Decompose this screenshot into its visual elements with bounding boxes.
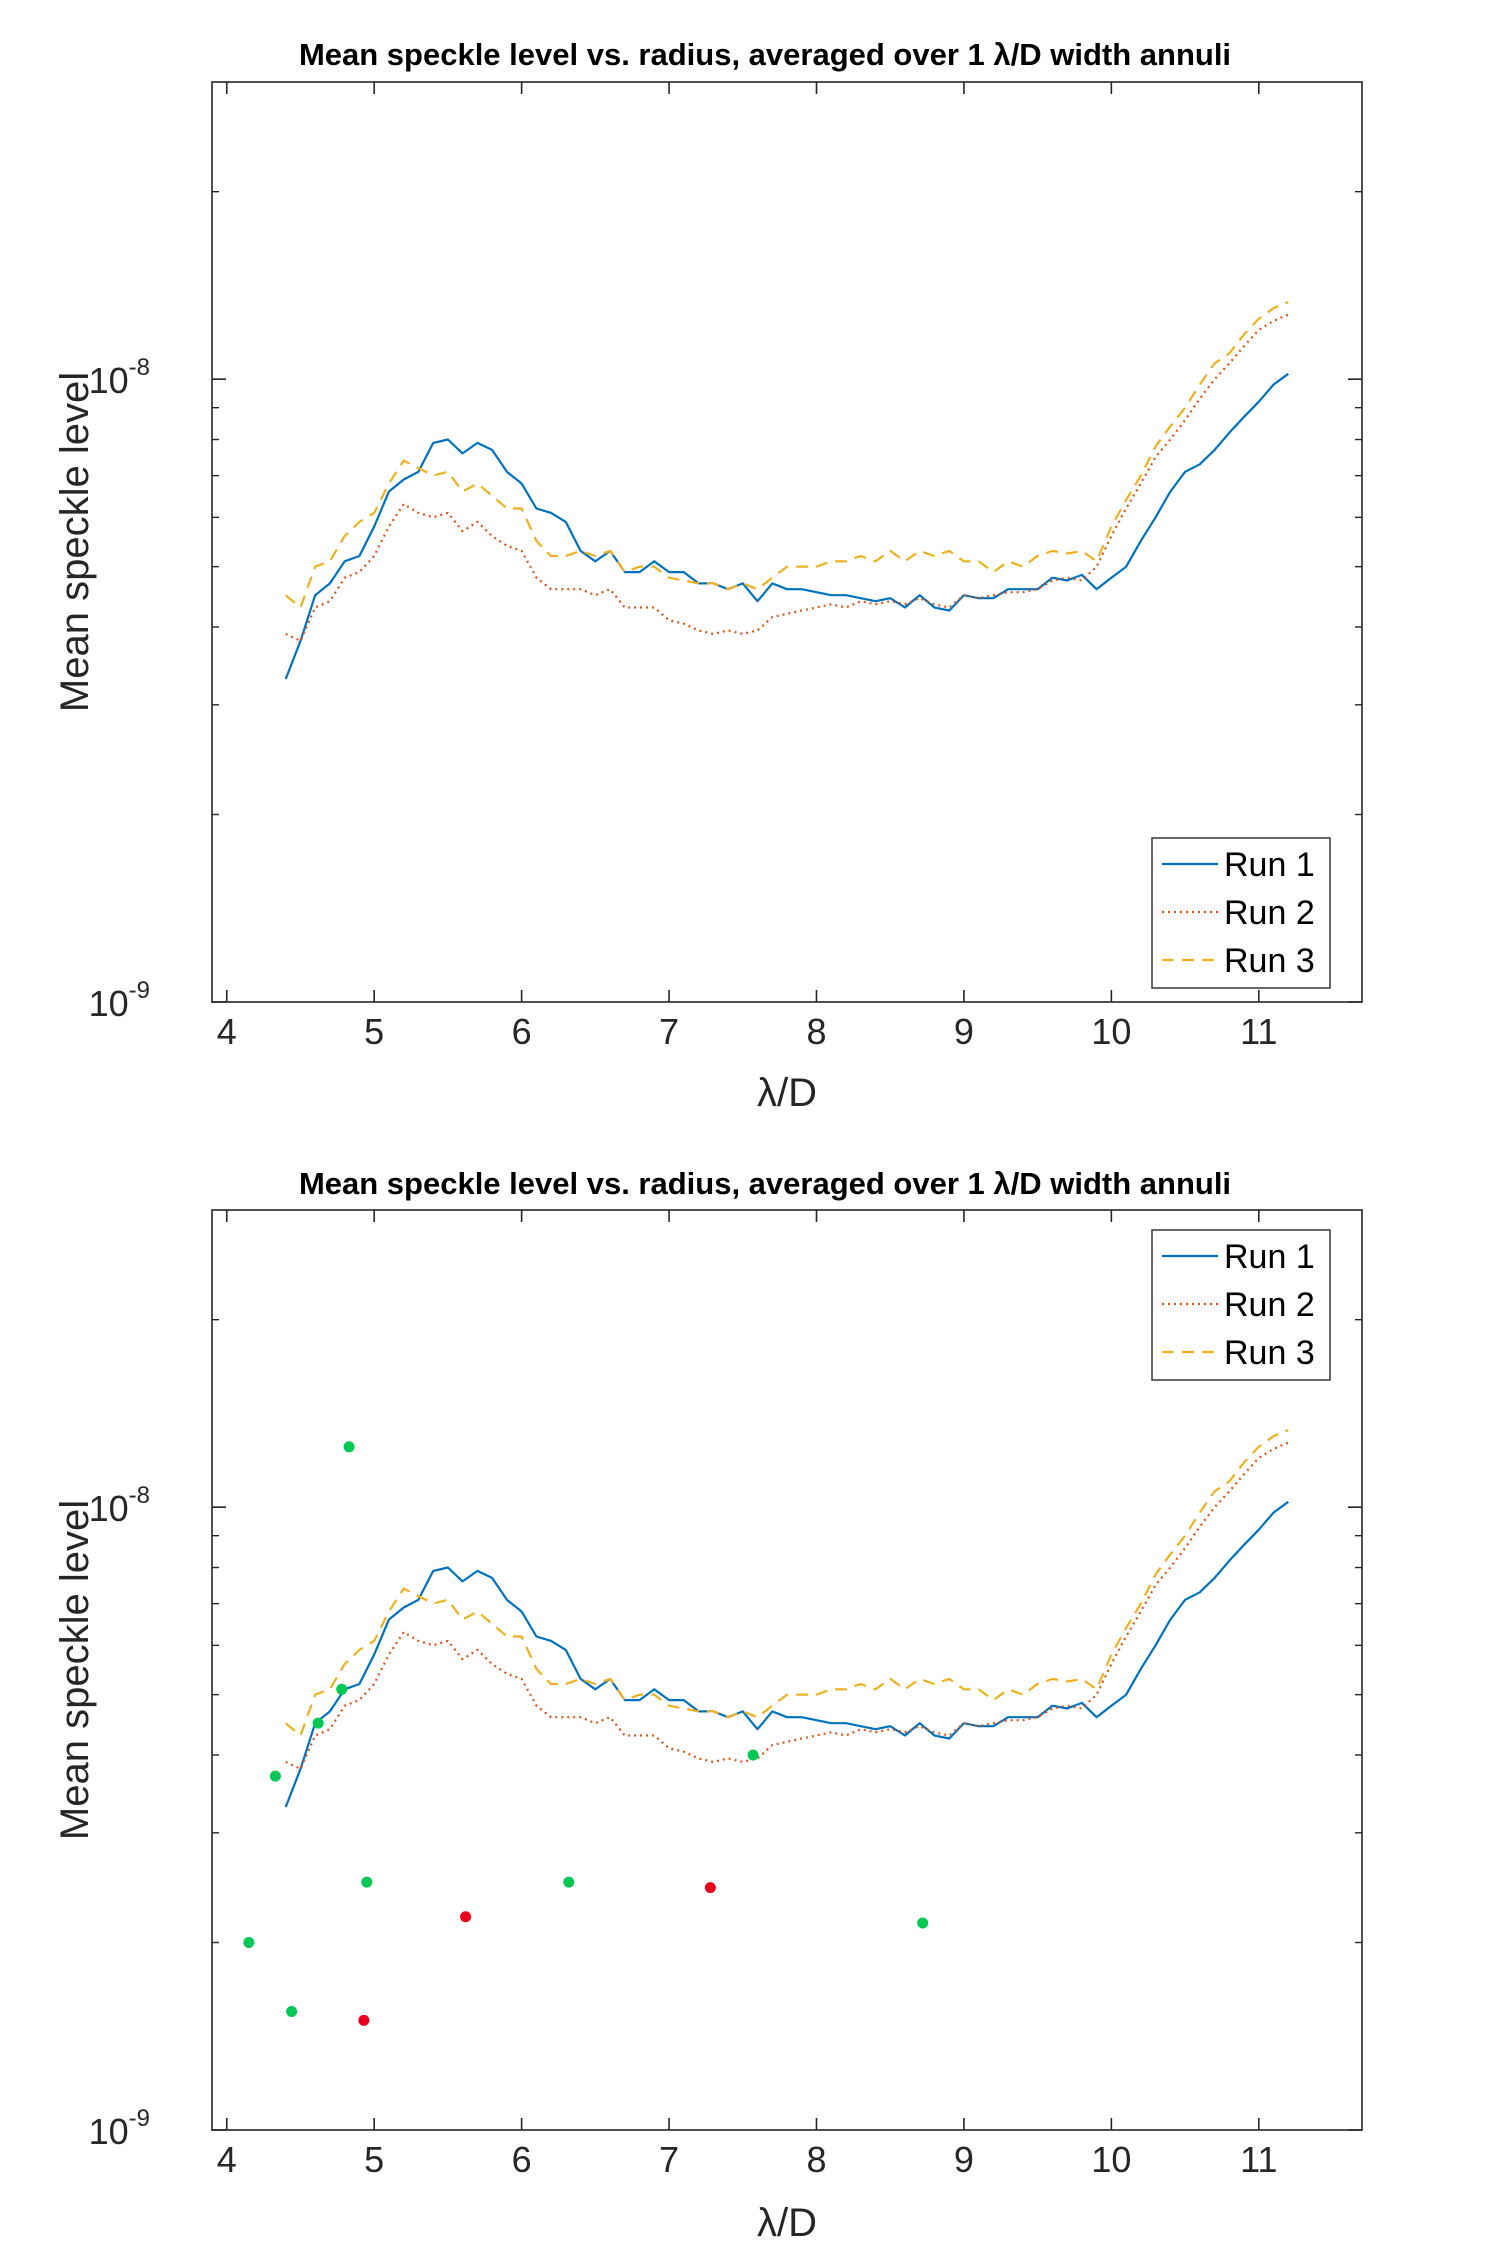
chart-bottom-legend: Run 1 Run 2 Run 3 [1151,1229,1331,1381]
chart-bottom-ytick-label: 10-9 [89,2105,150,2152]
chart-top-series-run2 [285,313,1289,643]
chart-bottom-point-red [704,1882,716,1894]
chart-bottom-ylabel: Mean speckle level [53,1500,97,1840]
chart-bottom-point-green [563,1876,575,1888]
chart-top-xtick-label: 11 [1240,1011,1277,1052]
chart-top-xtick-label: 10 [1091,1011,1131,1052]
chart-bottom: Mean speckle level vs. radius, averaged … [53,1166,1363,2245]
chart-top-series-run3 [284,300,1289,609]
chart-top-xtick-label: 9 [954,1011,974,1052]
chart-bottom-ytick-exponent: -8 [129,1482,150,1509]
chart-bottom-point-green [917,1917,929,1929]
chart-top-ytick-exponent: -8 [129,354,150,381]
chart-bottom-series-run2 [285,1441,1289,1771]
chart-top-legend-label-run3: Run 3 [1224,942,1315,980]
chart-top-legend-label-run1: Run 1 [1224,846,1315,884]
chart-bottom-xtick-label: 6 [512,2139,532,2180]
chart-bottom-point-red [460,1911,472,1923]
chart-bottom-legend-label-run1: Run 1 [1224,1238,1315,1276]
chart-bottom-xtick-label: 7 [659,2139,679,2180]
chart-bottom-plot-frame [211,1209,1363,2131]
chart-top-xtick-label: 4 [217,1011,237,1052]
chart-bottom-ytick-exponent: -9 [129,2105,150,2132]
chart-top-title: Mean speckle level vs. radius, averaged … [299,37,1231,72]
chart-bottom-point-green [343,1441,355,1453]
chart-top-axes: 4 5 6 7 8 9 10 11 10-9 10-8 [89,82,1362,1052]
chart-top-xtick-label: 8 [806,1011,826,1052]
chart-bottom-xtick-label: 11 [1240,2139,1277,2180]
chart-top-legend-label-run2: Run 2 [1224,894,1315,932]
chart-bottom-point-green [312,1717,324,1729]
chart-bottom-point-green [286,2005,298,2017]
chart-bottom-xtick-label: 10 [1091,2139,1131,2180]
chart-top-xtick-label: 5 [364,1011,384,1052]
chart-bottom-xtick-label: 4 [217,2139,237,2180]
chart-top-xtick-label: 7 [659,1011,679,1052]
chart-bottom-series-run1 [284,1500,1289,1808]
chart-bottom-xtick-label: 8 [806,2139,826,2180]
chart-bottom-point-green [243,1937,255,1949]
chart-bottom-point-red [358,2014,370,2026]
chart-top-xtick-label: 6 [512,1011,532,1052]
chart-bottom-point-green [269,1770,281,1782]
chart-bottom-point-green [336,1683,348,1695]
chart-bottom-scatter [243,1441,929,2026]
chart-top-ytick-label: 10-8 [89,354,150,401]
chart-bottom-series [284,1428,1289,1808]
chart-bottom-legend-label-run2: Run 2 [1224,1286,1315,1324]
chart-bottom-legend-label-run3: Run 3 [1224,1334,1315,1372]
chart-top-ytick-exponent: -9 [129,977,150,1004]
chart-bottom-title: Mean speckle level vs. radius, averaged … [299,1166,1231,1201]
chart-top-series-run1 [284,372,1289,680]
chart-bottom-xtick-label: 9 [954,2139,974,2180]
chart-top-plot-frame [211,81,1363,1003]
chart-top-ytick-label: 10-9 [89,977,150,1024]
chart-bottom-ytick-label: 10-8 [89,1482,150,1529]
chart-top-series [284,300,1289,680]
chart-bottom-xtick-label: 5 [364,2139,384,2180]
chart-bottom-series-run3 [284,1428,1289,1737]
chart-top: Mean speckle level vs. radius, averaged … [53,37,1363,1115]
chart-top-legend: Run 1 Run 2 Run 3 [1151,837,1331,989]
chart-bottom-xlabel: λ/D [757,2201,817,2245]
chart-bottom-point-green [747,1749,759,1761]
chart-top-ylabel: Mean speckle level [53,372,97,712]
chart-top-xlabel: λ/D [757,1071,817,1115]
chart-bottom-point-green [361,1876,373,1888]
